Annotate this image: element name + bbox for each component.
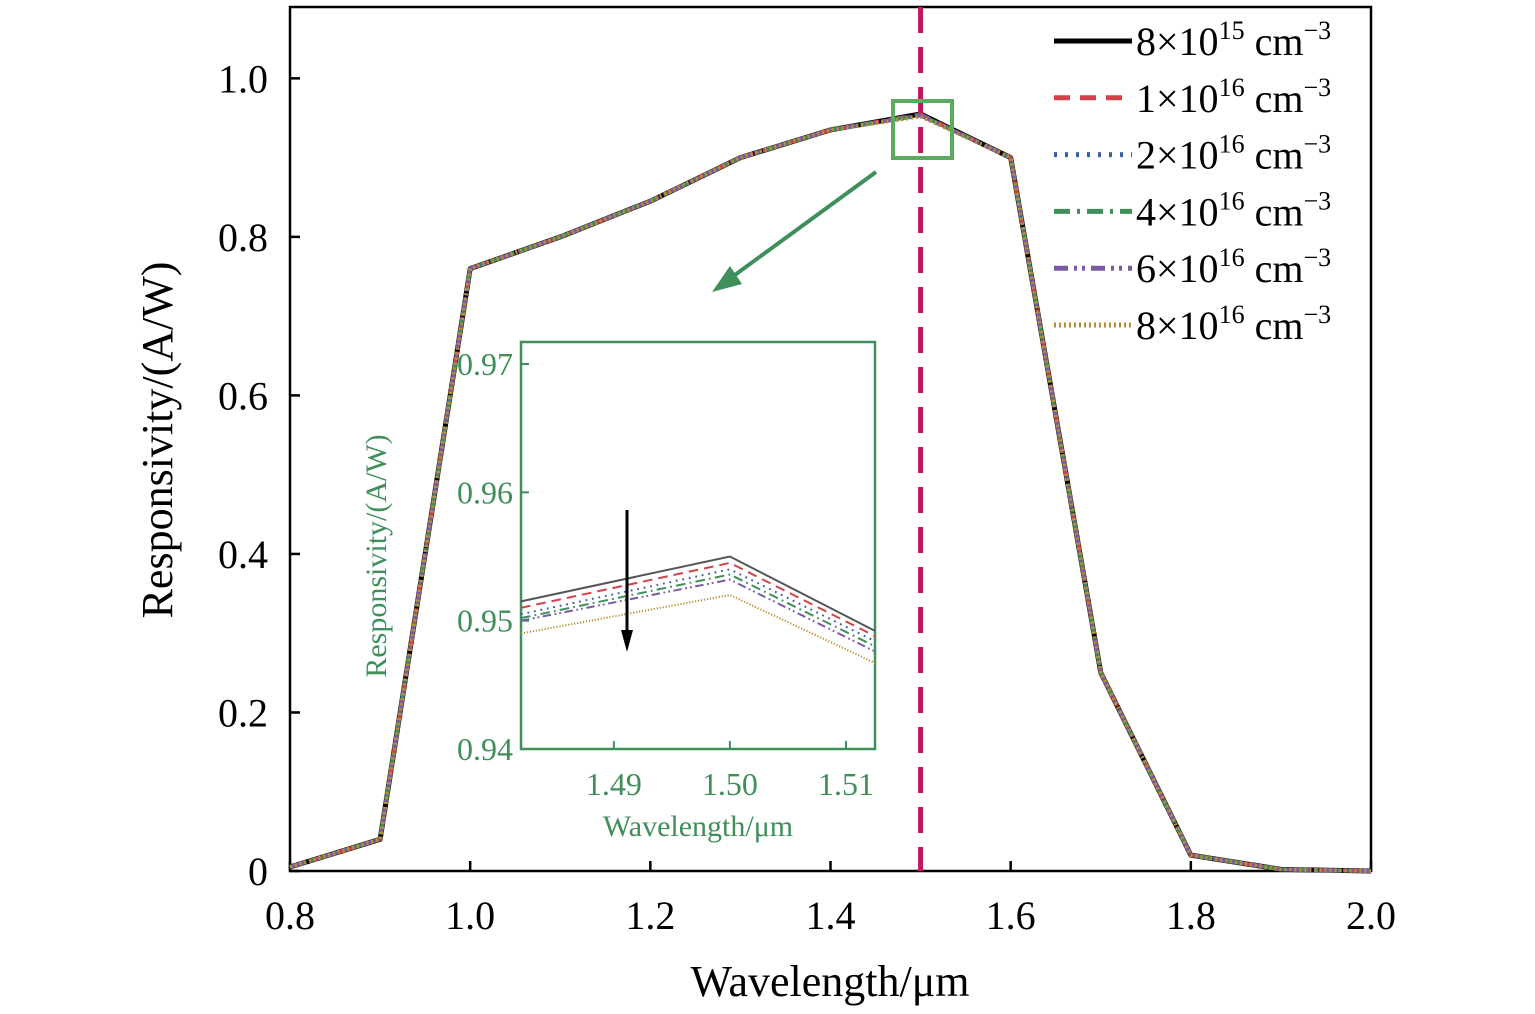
legend-label-0: 8×1015 cm−3 bbox=[1136, 16, 1331, 64]
x-tick-label: 2.0 bbox=[1346, 893, 1396, 938]
zoom-arrow-head bbox=[712, 266, 742, 292]
legend-label-1: 1×1016 cm−3 bbox=[1136, 73, 1331, 121]
legend: 8×1015 cm−3 1×1016 cm−3 2×1016 cm−3 4×1016 … bbox=[1054, 16, 1331, 348]
y-tick-label: 0.8 bbox=[218, 215, 268, 260]
x-tick-label: 1.8 bbox=[1166, 893, 1216, 938]
inset-frame bbox=[519, 340, 877, 751]
x-tick-label: 1.4 bbox=[806, 893, 856, 938]
main-series-group bbox=[289, 111, 1372, 874]
x-tick-label: 1.2 bbox=[625, 893, 675, 938]
inset-x-tick-label: 1.49 bbox=[586, 766, 642, 802]
y-tick-label: 1.0 bbox=[218, 56, 268, 101]
inset-trend-arrow-head bbox=[621, 630, 633, 652]
inset-axis-ticks: 1.49 1.50 1.51 0.94 0.95 0.96 0.97 bbox=[457, 346, 874, 802]
x-tick-label: 0.8 bbox=[265, 893, 315, 938]
zoom-arrow-shaft bbox=[726, 170, 878, 282]
inset-y-tick-label: 0.94 bbox=[457, 731, 513, 767]
inset-x-tick-label: 1.51 bbox=[818, 766, 874, 802]
legend-label-4: 6×1016 cm−3 bbox=[1136, 243, 1331, 291]
y-axis-title: Responsivity/(A/W) bbox=[133, 262, 182, 619]
series-line-4 bbox=[289, 113, 1372, 873]
y-tick-label: 0.4 bbox=[218, 532, 268, 577]
legend-label-5: 8×1016 cm−3 bbox=[1136, 300, 1331, 348]
inset-series-line-1 bbox=[520, 561, 876, 637]
legend-label-3: 4×1016 cm−3 bbox=[1136, 186, 1331, 234]
inset-y-tick-label: 0.95 bbox=[457, 603, 513, 639]
inset-x-axis-title: Wavelength/μm bbox=[603, 810, 793, 843]
inset-series-line-0 bbox=[520, 555, 876, 632]
inset-y-tick-label: 0.96 bbox=[457, 474, 513, 510]
main-axis-ticks: 0.8 1.0 1.2 1.4 1.6 1.8 2.0 0 0.2 0.4 0.6 0.8 1.0 bbox=[218, 56, 1396, 938]
x-tick-label: 1.6 bbox=[986, 893, 1036, 938]
y-tick-label: 0.2 bbox=[218, 690, 268, 735]
inset-y-tick-label: 0.97 bbox=[457, 346, 513, 382]
zoom-box bbox=[891, 99, 954, 160]
inset-series-line-3 bbox=[520, 573, 876, 648]
x-tick-label: 1.0 bbox=[445, 893, 495, 938]
inset-x-tick-label: 1.50 bbox=[702, 766, 758, 802]
inset-series-group bbox=[520, 555, 876, 664]
x-axis-title: Wavelength/μm bbox=[690, 957, 969, 1006]
legend-label-2: 2×1016 cm−3 bbox=[1136, 130, 1331, 178]
inset-y-axis-title: Responsivity/(A/W) bbox=[360, 434, 393, 677]
y-tick-label: 0 bbox=[248, 849, 268, 894]
series-line-5 bbox=[289, 114, 1372, 873]
y-tick-label: 0.6 bbox=[218, 373, 268, 418]
inset-series-line-4 bbox=[520, 578, 876, 653]
